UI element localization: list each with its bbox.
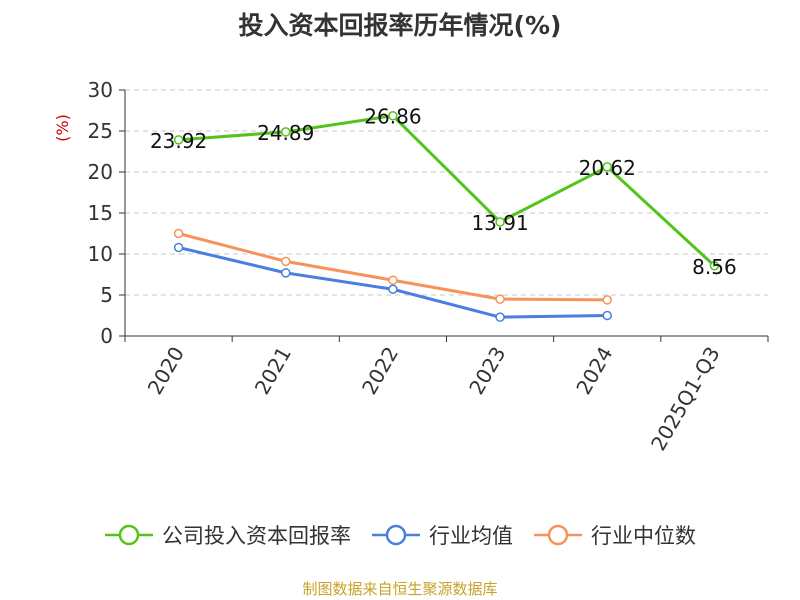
data-point [173,135,184,145]
y-tick-label: 25 [88,119,113,143]
chart-title: 投入资本回报率历年情况(%) [238,11,562,40]
data-point [281,127,291,137]
data-point [495,312,505,322]
legend-line-marker-icon [534,524,582,546]
data-label: 8.56 [692,255,737,279]
data-point [281,256,291,267]
data-point [173,242,184,253]
data-point [495,217,505,227]
data-label: 23.92 [150,129,207,153]
legend-item[interactable]: 公司投入资本回报率 [104,520,351,550]
data-point [173,228,184,239]
legend: 公司投入资本回报率 行业均值 行业中位数 [0,520,800,550]
legend-label: 行业中位数 [591,524,696,548]
y-tick-label: 30 [88,78,113,102]
data-point [388,110,398,121]
x-tick-label: 2021 [250,343,296,399]
legend-item[interactable]: 行业中位数 [533,520,696,550]
legend-label: 行业均值 [429,524,513,548]
y-axis-label: (%) [53,114,72,142]
data-point [709,261,720,271]
data-point [602,162,612,172]
data-label: 20.62 [579,156,636,180]
y-tick-label: 20 [88,160,113,184]
legend-label: 公司投入资本回报率 [162,524,351,548]
source-note: 制图数据来自恒生聚源数据库 [302,580,498,598]
x-tick-label: 2020 [143,343,189,399]
x-tick-label: 2023 [464,343,510,399]
series-lines [173,110,720,322]
y-tick-label: 15 [88,201,113,225]
data-point [388,275,398,285]
data-point [281,268,291,278]
legend-line-marker-icon [105,524,153,546]
legend-line-marker-icon [372,524,420,546]
grid-lines [125,89,768,296]
data-point [495,294,505,304]
x-tick-label: 2024 [571,343,617,399]
y-tick-label: 10 [88,242,113,266]
x-tick-label: 2025Q1-Q3 [646,343,725,455]
y-tick-label: 0 [100,324,113,348]
data-label: 26.86 [364,105,421,129]
data-point [602,295,612,305]
data-point [388,284,398,295]
x-tick-label: 2022 [357,343,403,399]
y-tick-label: 5 [100,283,113,307]
legend-item[interactable]: 行业均值 [371,520,513,550]
data-point [602,310,612,321]
series-line [178,114,716,267]
data-label: 24.89 [257,121,314,145]
data-labels: 23.92 24.89 26.86 13.91 20.62 8.56 [150,105,737,279]
data-label: 13.91 [471,211,528,235]
